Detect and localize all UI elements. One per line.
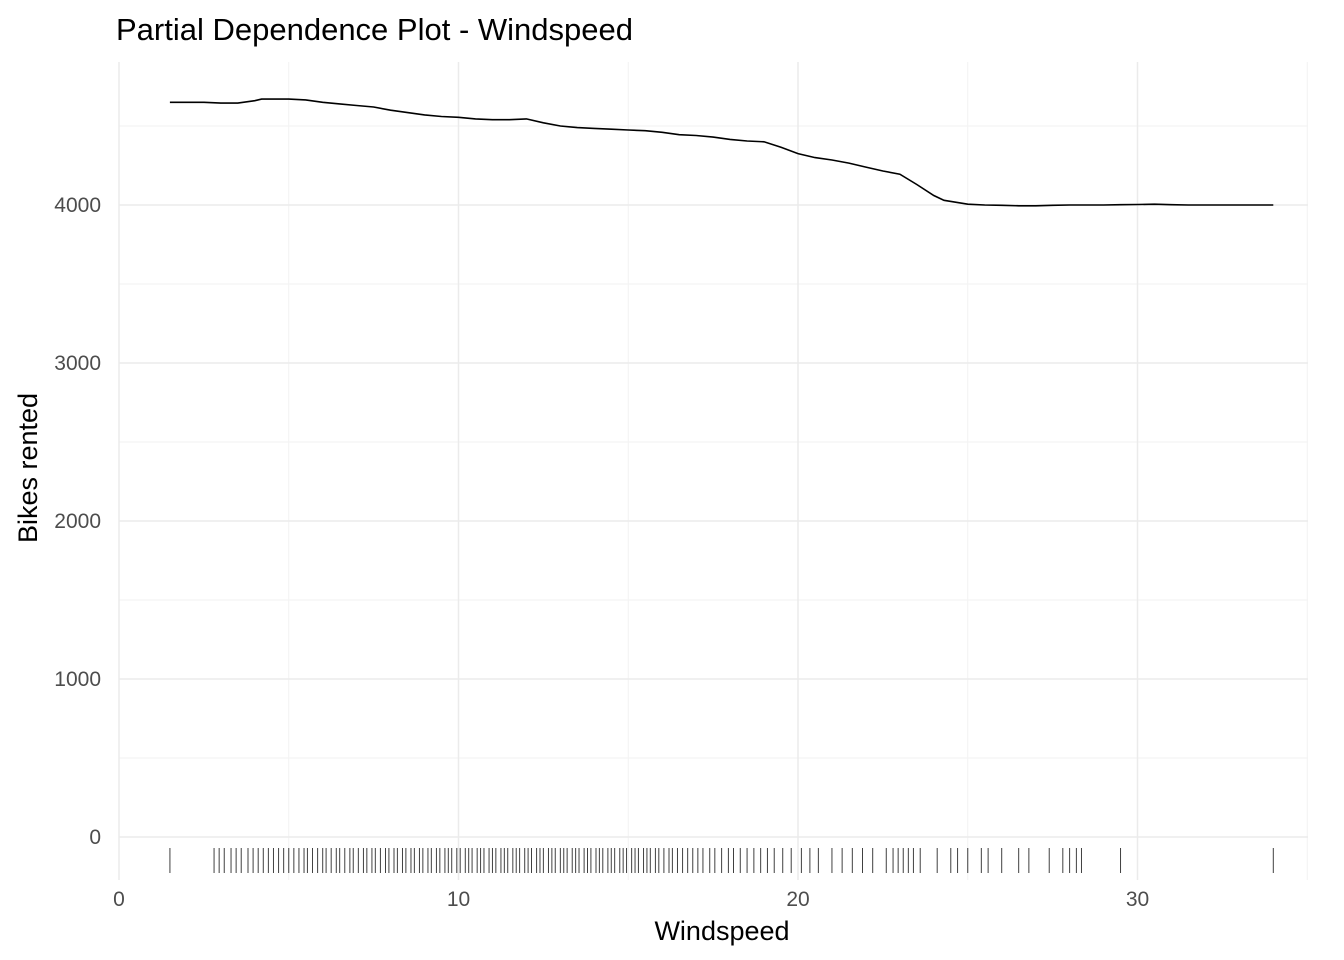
y-tick-label: 0 [89, 826, 101, 849]
y-tick-label: 4000 [54, 194, 101, 217]
grid-layer [118, 62, 1308, 880]
y-tick-label: 2000 [54, 510, 101, 533]
chart-title: Partial Dependence Plot - Windspeed [116, 12, 633, 47]
y-tick-labels: 0 1000 2000 3000 4000 [54, 194, 101, 849]
pd-series-line [169, 98, 1274, 207]
x-tick-label: 10 [447, 888, 470, 911]
y-axis-title: Bikes rented [13, 393, 43, 543]
x-tick-label: 20 [786, 888, 809, 911]
y-tick-label: 1000 [54, 668, 101, 691]
x-axis-title: Windspeed [654, 916, 789, 946]
x-tick-label: 0 [113, 888, 125, 911]
rug-layer [169, 848, 1274, 873]
x-tick-labels: 0 10 20 30 [113, 888, 1149, 911]
y-tick-label: 3000 [54, 352, 101, 375]
x-tick-label: 30 [1126, 888, 1149, 911]
line-layer [169, 98, 1274, 207]
